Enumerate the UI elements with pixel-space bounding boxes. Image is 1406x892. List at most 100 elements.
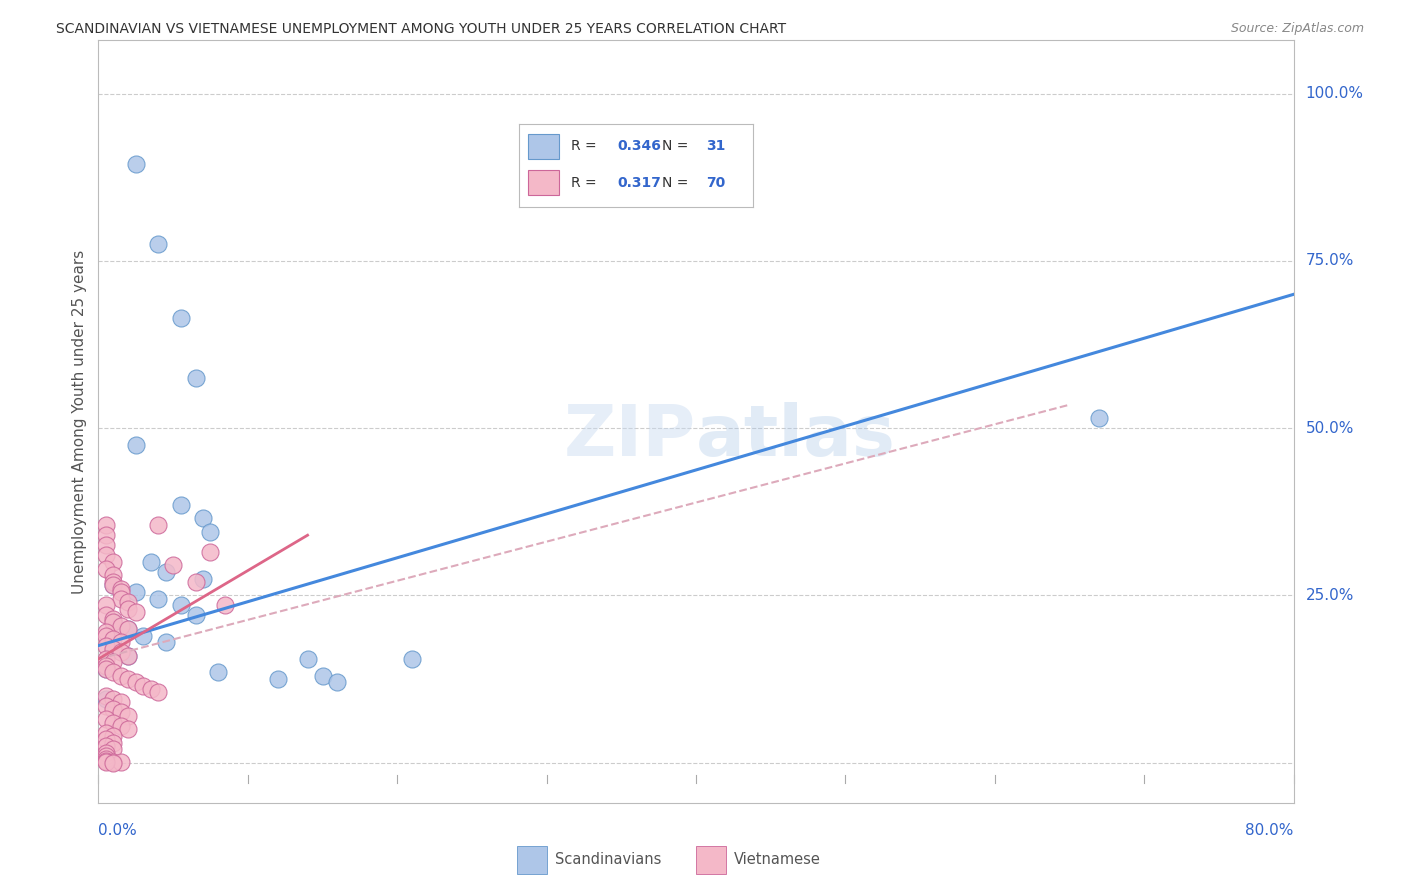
Point [117, 648, 139, 663]
Point [139, 681, 162, 696]
Point [94, 608, 117, 623]
Point [117, 648, 139, 663]
Point [1088, 411, 1111, 425]
Text: SCANDINAVIAN VS VIETNAMESE UNEMPLOYMENT AMONG YOUTH UNDER 25 YEARS CORRELATION C: SCANDINAVIAN VS VIETNAMESE UNEMPLOYMENT … [56, 22, 786, 37]
Text: Vietnamese: Vietnamese [734, 853, 821, 868]
Point [103, 615, 125, 630]
Point [94, 639, 117, 653]
Point [155, 565, 177, 579]
Point [94, 739, 117, 753]
Point [117, 595, 139, 609]
Point [125, 438, 148, 452]
Point [117, 672, 139, 686]
Point [94, 732, 117, 747]
Point [148, 591, 170, 606]
Point [110, 719, 132, 733]
Text: Source: ZipAtlas.com: Source: ZipAtlas.com [1230, 22, 1364, 36]
Point [110, 618, 132, 632]
Point [103, 578, 125, 592]
Point [125, 585, 148, 599]
Point [214, 599, 236, 613]
Text: 0.346: 0.346 [617, 139, 661, 153]
Point [94, 725, 117, 739]
Point [94, 658, 117, 673]
Point [132, 628, 155, 642]
Point [94, 712, 117, 726]
Point [103, 715, 125, 730]
Point [117, 602, 139, 616]
Point [200, 524, 222, 539]
Point [103, 555, 125, 569]
Text: atlas: atlas [696, 402, 896, 471]
Point [117, 708, 139, 723]
Text: 25.0%: 25.0% [1306, 588, 1354, 603]
Text: 0.0%: 0.0% [98, 823, 138, 838]
Point [103, 692, 125, 706]
Point [94, 755, 117, 769]
Point [103, 742, 125, 756]
Point [184, 608, 207, 623]
Point [117, 723, 139, 737]
Point [94, 692, 117, 706]
Y-axis label: Unemployment Among Youth under 25 years: Unemployment Among Youth under 25 years [72, 250, 87, 593]
Point [155, 635, 177, 649]
Text: ZIP: ZIP [564, 402, 696, 471]
Point [148, 518, 170, 533]
Point [162, 558, 184, 573]
Text: 0.317: 0.317 [617, 176, 661, 190]
Point [184, 574, 207, 589]
Point [117, 622, 139, 636]
Point [103, 702, 125, 716]
Point [110, 591, 132, 606]
FancyBboxPatch shape [529, 170, 558, 195]
Point [103, 665, 125, 680]
Point [139, 555, 162, 569]
Text: Scandinavians: Scandinavians [555, 853, 661, 868]
Point [94, 752, 117, 766]
Point [267, 672, 290, 686]
Text: N =: N = [662, 176, 693, 190]
Bar [696, 847, 725, 874]
Point [94, 599, 117, 613]
Bar [517, 847, 547, 874]
Point [94, 755, 117, 769]
Point [191, 572, 214, 586]
Point [94, 652, 117, 666]
Point [169, 498, 191, 512]
Point [94, 749, 117, 764]
Point [169, 310, 191, 325]
Point [110, 582, 132, 596]
Text: N =: N = [662, 139, 693, 153]
Text: 31: 31 [706, 139, 725, 153]
Point [103, 735, 125, 749]
Point [103, 632, 125, 646]
Point [94, 662, 117, 676]
Point [103, 642, 125, 657]
Point [94, 628, 117, 642]
Point [326, 675, 349, 690]
Point [191, 511, 214, 525]
Text: 100.0%: 100.0% [1306, 87, 1364, 101]
Point [117, 622, 139, 636]
Point [110, 645, 132, 659]
Point [94, 548, 117, 563]
Point [103, 574, 125, 589]
Point [125, 157, 148, 171]
Point [103, 756, 125, 770]
Point [297, 652, 319, 666]
Point [94, 689, 117, 703]
Point [103, 578, 125, 592]
Point [125, 675, 148, 690]
Point [110, 669, 132, 683]
Text: 70: 70 [706, 176, 725, 190]
Point [125, 605, 148, 619]
Point [94, 662, 117, 676]
Point [110, 706, 132, 720]
Point [94, 698, 117, 713]
Point [311, 669, 333, 683]
Point [132, 679, 155, 693]
Point [94, 518, 117, 533]
Point [94, 562, 117, 576]
Point [103, 655, 125, 669]
Text: 75.0%: 75.0% [1306, 253, 1354, 268]
